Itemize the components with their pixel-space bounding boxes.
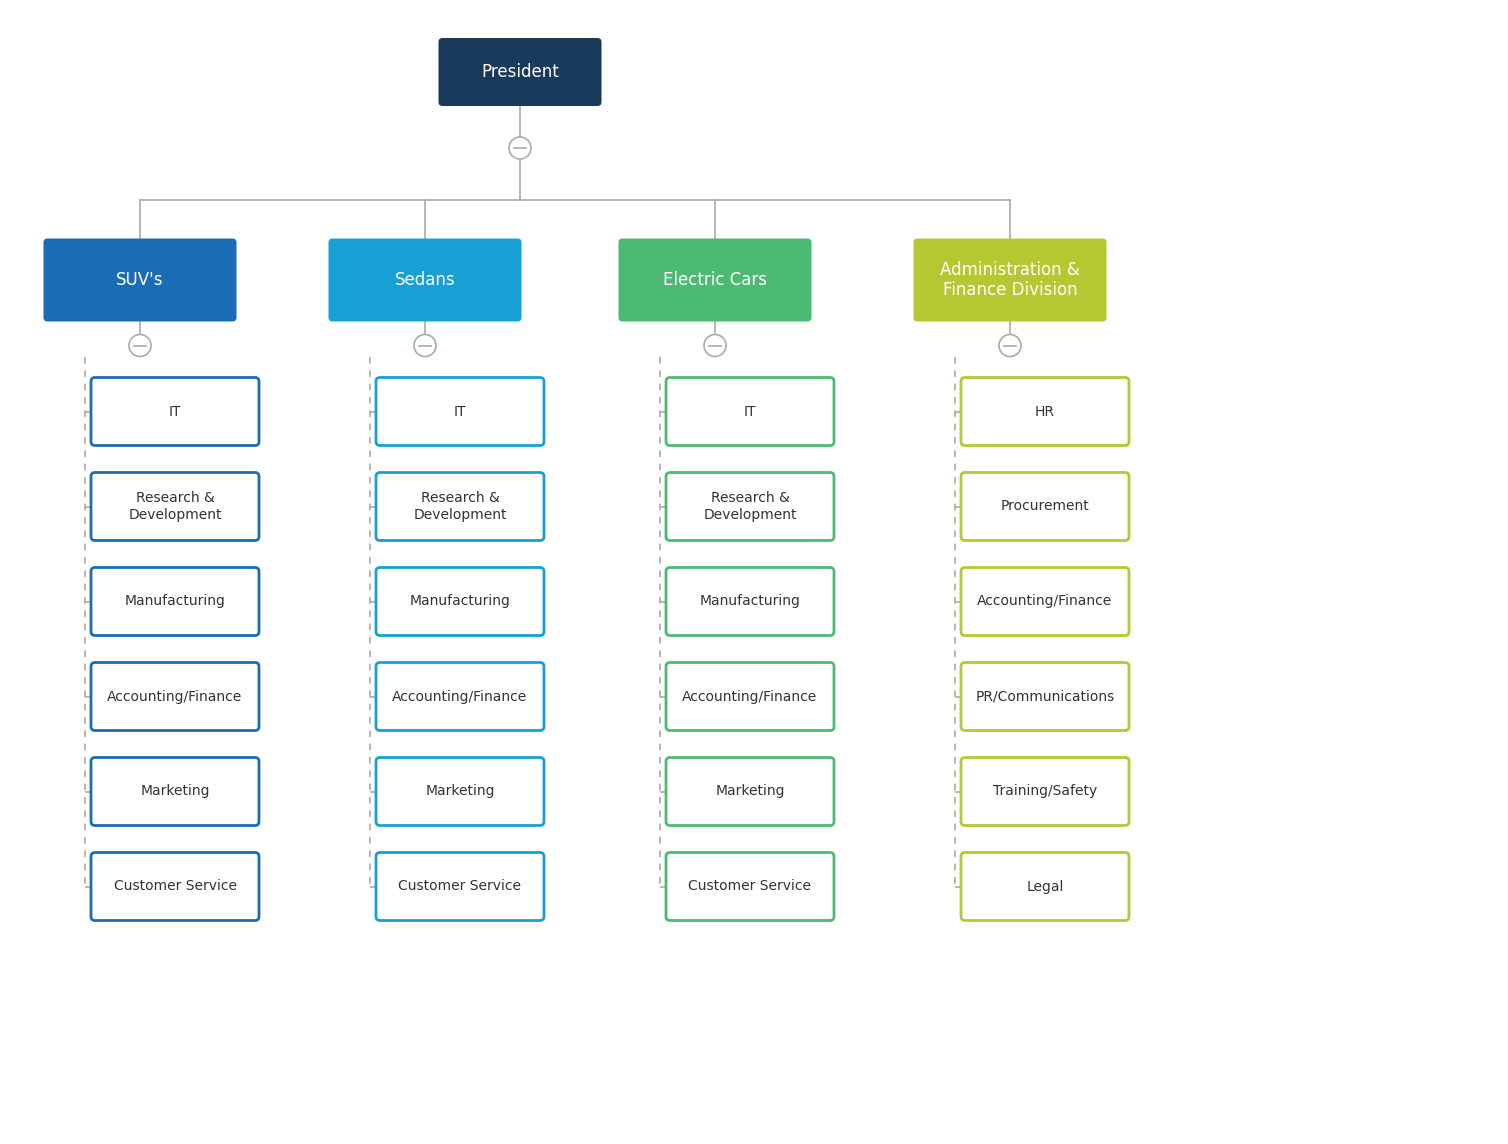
Text: IT: IT — [743, 405, 756, 419]
FancyBboxPatch shape — [90, 567, 259, 636]
FancyBboxPatch shape — [961, 567, 1129, 636]
Circle shape — [415, 334, 436, 357]
Text: Customer Service: Customer Service — [113, 880, 237, 893]
Circle shape — [704, 334, 725, 357]
Text: HR: HR — [1034, 405, 1056, 419]
FancyBboxPatch shape — [667, 378, 834, 445]
FancyBboxPatch shape — [375, 662, 544, 731]
Text: Electric Cars: Electric Cars — [664, 271, 768, 289]
Text: Legal: Legal — [1027, 880, 1063, 893]
FancyBboxPatch shape — [667, 567, 834, 636]
FancyBboxPatch shape — [667, 472, 834, 540]
FancyBboxPatch shape — [961, 757, 1129, 826]
Text: IT: IT — [169, 405, 181, 419]
Text: Manufacturing: Manufacturing — [410, 595, 510, 609]
FancyBboxPatch shape — [961, 852, 1129, 921]
Text: Customer Service: Customer Service — [689, 880, 811, 893]
FancyBboxPatch shape — [44, 238, 237, 321]
Text: Research &
Development: Research & Development — [703, 492, 796, 522]
FancyBboxPatch shape — [439, 38, 602, 106]
FancyBboxPatch shape — [90, 378, 259, 445]
FancyBboxPatch shape — [914, 238, 1107, 321]
FancyBboxPatch shape — [375, 852, 544, 921]
Text: Accounting/Finance: Accounting/Finance — [683, 690, 817, 704]
FancyBboxPatch shape — [667, 757, 834, 826]
FancyBboxPatch shape — [375, 378, 544, 445]
FancyBboxPatch shape — [375, 757, 544, 826]
Text: Sedans: Sedans — [395, 271, 455, 289]
FancyBboxPatch shape — [961, 662, 1129, 731]
Text: SUV's: SUV's — [116, 271, 164, 289]
Text: Marketing: Marketing — [140, 785, 210, 799]
Text: IT: IT — [454, 405, 466, 419]
Text: Procurement: Procurement — [1001, 500, 1089, 514]
FancyBboxPatch shape — [375, 567, 544, 636]
FancyBboxPatch shape — [375, 472, 544, 540]
FancyBboxPatch shape — [961, 472, 1129, 540]
Circle shape — [130, 334, 151, 357]
Text: Research &
Development: Research & Development — [128, 492, 222, 522]
Text: Research &
Development: Research & Development — [413, 492, 507, 522]
FancyBboxPatch shape — [667, 852, 834, 921]
FancyBboxPatch shape — [90, 757, 259, 826]
FancyBboxPatch shape — [90, 472, 259, 540]
Text: Administration &
Finance Division: Administration & Finance Division — [939, 261, 1080, 300]
Text: Accounting/Finance: Accounting/Finance — [977, 595, 1113, 609]
Text: Manufacturing: Manufacturing — [700, 595, 801, 609]
Text: Accounting/Finance: Accounting/Finance — [107, 690, 243, 704]
Text: Marketing: Marketing — [715, 785, 784, 799]
Text: Customer Service: Customer Service — [398, 880, 522, 893]
FancyBboxPatch shape — [90, 852, 259, 921]
FancyBboxPatch shape — [329, 238, 522, 321]
Text: Marketing: Marketing — [425, 785, 495, 799]
Text: Training/Safety: Training/Safety — [992, 785, 1098, 799]
Circle shape — [510, 137, 531, 159]
FancyBboxPatch shape — [618, 238, 811, 321]
FancyBboxPatch shape — [961, 378, 1129, 445]
Circle shape — [998, 334, 1021, 357]
Text: President: President — [481, 63, 559, 81]
FancyBboxPatch shape — [90, 662, 259, 731]
Text: PR/Communications: PR/Communications — [976, 690, 1114, 704]
FancyBboxPatch shape — [667, 662, 834, 731]
Text: Manufacturing: Manufacturing — [125, 595, 225, 609]
Text: Accounting/Finance: Accounting/Finance — [392, 690, 528, 704]
